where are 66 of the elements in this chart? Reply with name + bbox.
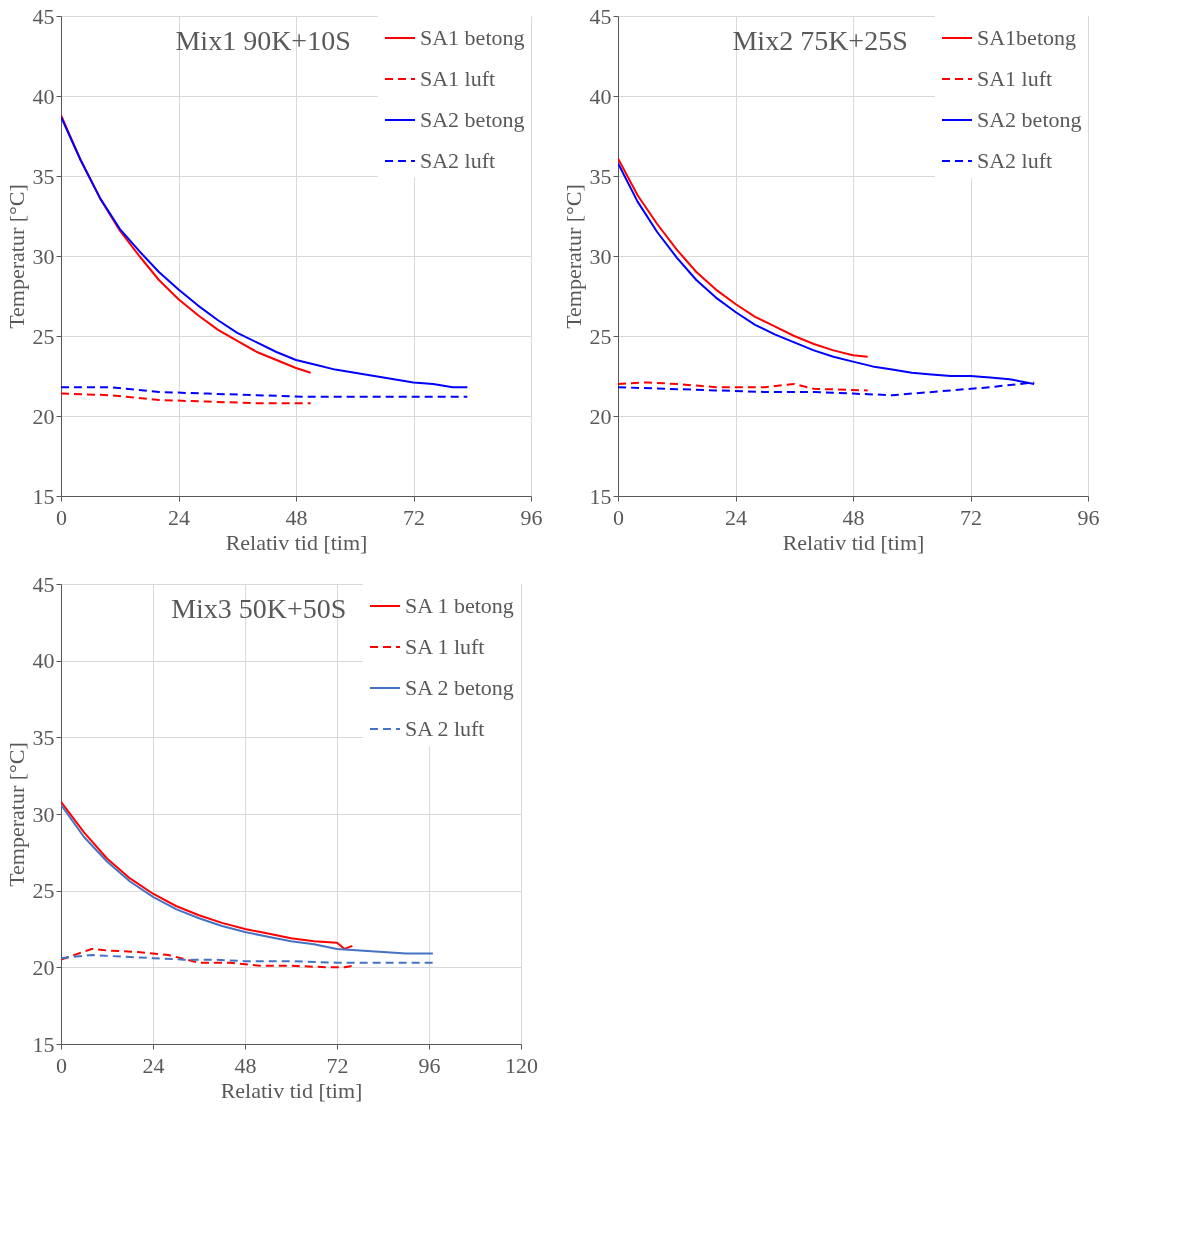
- line-series: [61, 803, 434, 955]
- x-tick-label: 48: [234, 1052, 257, 1078]
- y-tick-label: 40: [589, 83, 612, 109]
- x-tick-label: 24: [725, 504, 747, 530]
- y-tick-label: 30: [32, 243, 55, 269]
- x-tick-label: 72: [960, 504, 982, 530]
- y-axis-title: Temperatur [°C]: [3, 184, 29, 329]
- legend-label: SA 1 luft: [405, 634, 485, 659]
- y-tick-label: 45: [32, 3, 55, 29]
- x-tick-label: 24: [168, 504, 190, 530]
- legend-label: SA1 betong: [420, 25, 525, 50]
- line-series: [61, 800, 354, 950]
- line-series: [618, 157, 869, 358]
- legend-label: SA1betong: [977, 25, 1076, 50]
- line-series: [618, 381, 869, 392]
- x-tick-label: 0: [56, 504, 67, 530]
- legend-label: SA 2 luft: [405, 716, 485, 741]
- x-tick-label: 0: [56, 1052, 67, 1078]
- chart-title: Mix3 50K+50S: [171, 593, 347, 624]
- line-series: [61, 947, 354, 969]
- x-tick-label: 0: [613, 504, 624, 530]
- x-tick-label: 72: [403, 504, 425, 530]
- x-axis-title: Relativ tid [tim]: [782, 529, 925, 555]
- x-tick-label: 48: [842, 504, 865, 530]
- line-series: [61, 954, 434, 964]
- y-tick-label: 40: [32, 83, 55, 109]
- y-axis-title: Temperatur [°C]: [3, 742, 29, 887]
- x-tick-label: 120: [505, 1052, 538, 1078]
- y-tick-label: 25: [32, 878, 55, 904]
- y-tick-label: 45: [32, 571, 55, 597]
- x-tick-label: 48: [285, 504, 308, 530]
- y-tick-label: 40: [32, 648, 55, 674]
- y-tick-label: 20: [32, 403, 55, 429]
- x-tick-label: 24: [142, 1052, 165, 1078]
- x-tick-label: 96: [418, 1052, 441, 1078]
- chart-title: Mix1 90K+10S: [175, 25, 351, 56]
- line-series: [61, 386, 469, 398]
- y-tick-label: 15: [32, 483, 55, 509]
- chart-title: Mix2 75K+25S: [732, 25, 908, 56]
- y-tick-label: 15: [589, 483, 612, 509]
- y-tick-label: 35: [32, 724, 55, 750]
- y-tick-label: 35: [32, 163, 55, 189]
- x-tick-label: 96: [1077, 504, 1100, 530]
- legend-label: SA 2 betong: [405, 675, 514, 700]
- y-tick-label: 15: [32, 1031, 55, 1057]
- y-tick-label: 45: [589, 3, 612, 29]
- x-tick-label: 72: [326, 1052, 349, 1078]
- y-tick-label: 30: [32, 801, 55, 827]
- y-tick-label: 25: [32, 323, 55, 349]
- legend-label: SA 1 betong: [405, 593, 514, 618]
- legend-label: SA2 luft: [420, 148, 496, 173]
- line-series: [61, 392, 312, 405]
- legend-label: SA1 luft: [420, 66, 496, 91]
- x-axis-title: Relativ tid [tim]: [220, 1077, 363, 1103]
- legend-label: SA2 betong: [977, 107, 1082, 132]
- legend-label: SA2 luft: [977, 148, 1053, 173]
- y-tick-label: 20: [589, 403, 612, 429]
- legend-label: SA2 betong: [420, 107, 525, 132]
- x-tick-label: 96: [520, 504, 543, 530]
- x-axis-title: Relativ tid [tim]: [225, 529, 368, 555]
- y-tick-label: 20: [32, 954, 55, 980]
- y-tick-label: 25: [589, 323, 612, 349]
- y-axis-title: Temperatur [°C]: [560, 184, 586, 329]
- y-tick-label: 35: [589, 163, 612, 189]
- legend-label: SA1 luft: [977, 66, 1053, 91]
- y-tick-label: 30: [589, 243, 612, 269]
